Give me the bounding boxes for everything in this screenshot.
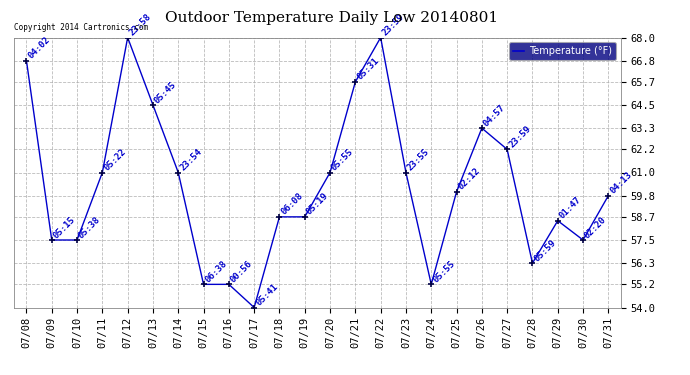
Text: 23:58: 23:58 — [128, 12, 153, 38]
Text: 05:19: 05:19 — [305, 192, 330, 217]
Text: 23:59: 23:59 — [381, 12, 406, 38]
Text: 02:20: 02:20 — [583, 214, 609, 240]
Legend: Temperature (°F): Temperature (°F) — [509, 42, 616, 60]
Text: 23:59: 23:59 — [507, 124, 533, 149]
Text: 05:41: 05:41 — [254, 282, 279, 308]
Text: Outdoor Temperature Daily Low 20140801: Outdoor Temperature Daily Low 20140801 — [165, 11, 497, 25]
Text: 05:31: 05:31 — [355, 57, 381, 82]
Text: 00:56: 00:56 — [229, 259, 254, 284]
Text: 02:12: 02:12 — [457, 166, 482, 192]
Text: 06:38: 06:38 — [204, 259, 229, 284]
Text: 05:59: 05:59 — [533, 238, 558, 263]
Text: 23:55: 23:55 — [406, 147, 431, 172]
Text: 05:22: 05:22 — [102, 147, 128, 172]
Text: 06:08: 06:08 — [279, 192, 305, 217]
Text: 23:54: 23:54 — [178, 147, 204, 172]
Text: Copyright 2014 Cartronics.com: Copyright 2014 Cartronics.com — [14, 23, 148, 32]
Text: 04:57: 04:57 — [482, 103, 507, 128]
Text: 04:13: 04:13 — [609, 170, 633, 196]
Text: 05:55: 05:55 — [330, 147, 355, 172]
Text: 05:15: 05:15 — [52, 214, 77, 240]
Text: 04:02: 04:02 — [26, 35, 52, 61]
Text: 05:55: 05:55 — [431, 259, 457, 284]
Text: 05:45: 05:45 — [153, 80, 178, 105]
Text: 01:47: 01:47 — [558, 195, 583, 221]
Text: 05:38: 05:38 — [77, 214, 102, 240]
